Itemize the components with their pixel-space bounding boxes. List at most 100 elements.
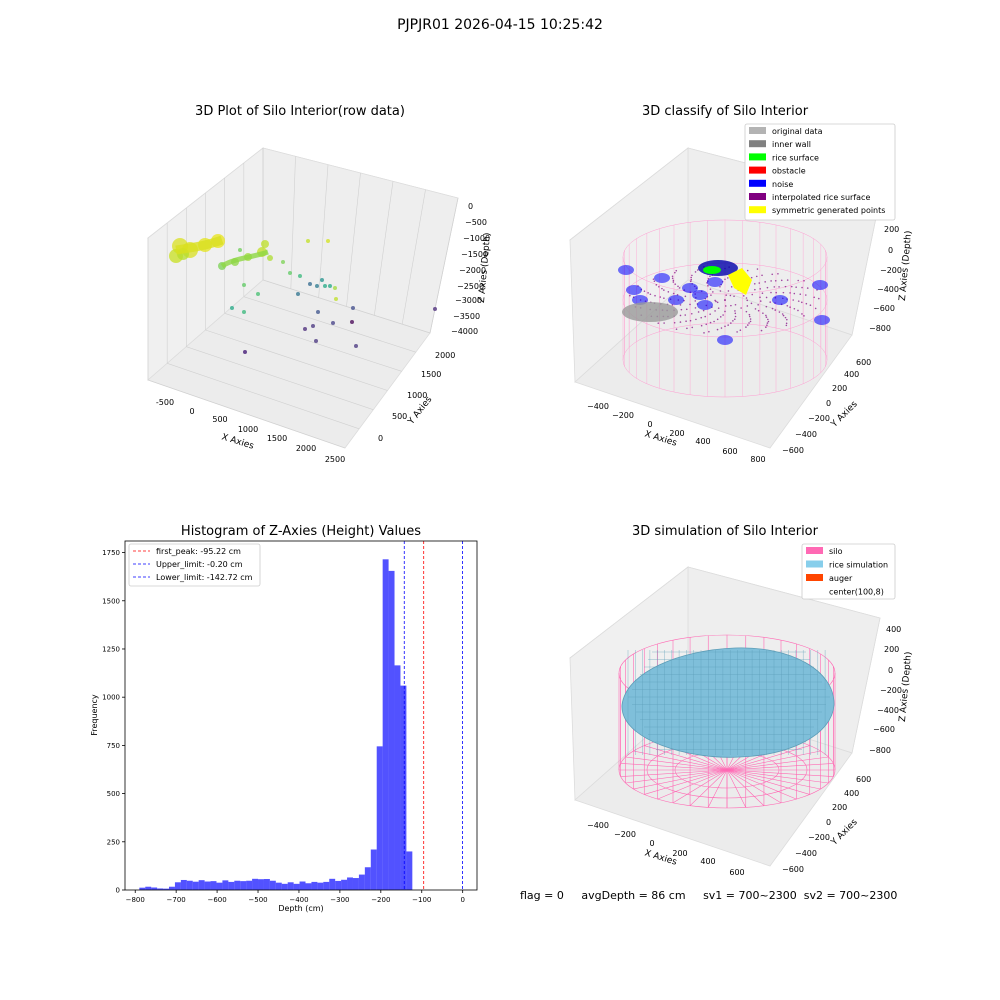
- histogram-bar: [198, 880, 205, 890]
- raw-z-tick: −2500: [457, 282, 484, 291]
- classify-point: [709, 321, 712, 324]
- classify-legend-label: original data: [772, 127, 823, 136]
- classify-point: [685, 320, 687, 322]
- histogram-x-tick-label: −200: [371, 896, 390, 904]
- classify-point: [774, 279, 777, 282]
- classify-point: [661, 287, 663, 290]
- classify-point: [777, 272, 779, 275]
- histogram-bar: [305, 883, 312, 890]
- raw-data-point: [333, 286, 337, 290]
- classify-point: [805, 294, 807, 296]
- histogram-bar: [329, 878, 336, 890]
- classify-point: [716, 318, 719, 321]
- classify-point: [707, 284, 709, 287]
- classify-point: [745, 310, 748, 313]
- classify-point: [762, 312, 764, 314]
- raw-data-point: [243, 350, 247, 354]
- classify-legend-label: obstacle: [772, 167, 806, 176]
- histogram-frame: [124, 540, 478, 891]
- classify-point: [724, 305, 727, 307]
- classify-point: [719, 316, 722, 318]
- classify-legend-label: interpolated rice surface: [772, 193, 870, 202]
- classify-noise-cluster: [682, 283, 698, 293]
- histogram-bar: [145, 886, 152, 890]
- raw-data-point: [238, 248, 242, 252]
- classify-point: [740, 307, 742, 309]
- classify-point: [786, 279, 789, 281]
- classify-noise-cluster: [812, 280, 828, 290]
- histogram-bar: [281, 883, 288, 890]
- classify-point: [764, 281, 766, 283]
- histogram-x-tick-label: −100: [412, 896, 431, 904]
- classify-y-tick: −200: [808, 414, 830, 423]
- classify-point: [765, 316, 768, 318]
- simulation-legend-swatch: [806, 547, 823, 554]
- classify-legend-swatch: [749, 166, 766, 174]
- classify-point: [730, 322, 732, 324]
- classify-noise-cluster: [772, 295, 788, 305]
- classify-point: [679, 314, 682, 317]
- classify-point: [774, 309, 777, 311]
- classify-point: [734, 310, 736, 312]
- classify-y-tick: 600: [856, 358, 871, 367]
- raw-data-point: [242, 310, 246, 314]
- raw-data-point: [351, 306, 355, 310]
- classify-x-tick: 800: [750, 455, 765, 464]
- histogram-x-tick-label: −300: [330, 896, 349, 904]
- raw-data-point: [267, 255, 273, 261]
- histogram-bar: [299, 881, 306, 890]
- histogram-bar: [287, 882, 294, 890]
- raw-data-point: [316, 310, 320, 314]
- simulation-z-tick: 200: [884, 645, 899, 654]
- classify-legend-swatch: [749, 179, 766, 187]
- classify-point: [713, 320, 715, 323]
- classify-point: [758, 282, 761, 284]
- histogram-bar: [358, 874, 365, 890]
- sv2-status: sv2 = 700~2300: [803, 889, 898, 902]
- classify-point: [691, 326, 694, 329]
- simulation-y-tick: 0: [826, 818, 831, 827]
- classify-point: [709, 288, 712, 290]
- classify-point: [657, 322, 660, 324]
- raw-gridlines: [147, 148, 459, 449]
- histogram-y-tick-label: 1500: [102, 597, 120, 605]
- classify-point: [667, 291, 670, 293]
- classify-rice-surface: [703, 266, 721, 274]
- classify-point: [673, 321, 676, 324]
- histogram-bar: [263, 879, 270, 890]
- classify-point: [797, 279, 800, 282]
- simulation-3d-plot: −400 −200 0 200 400 600 −600 −400 −200 0…: [569, 543, 914, 877]
- classify-noise-cluster: [697, 300, 713, 310]
- histogram-bar: [293, 883, 300, 890]
- simulation-z-tick: 0: [888, 666, 893, 675]
- classify-point: [658, 285, 660, 288]
- classify-point: [659, 296, 662, 298]
- raw-z-tick: −3500: [453, 312, 480, 321]
- classify-point: [793, 292, 796, 295]
- classify-point: [780, 279, 783, 282]
- classify-point: [797, 300, 800, 302]
- classify-point: [726, 277, 729, 279]
- classify-point: [695, 318, 697, 321]
- histogram-bar: [370, 849, 377, 890]
- raw-x-tick: -500: [156, 398, 174, 407]
- flag-status: flag = 0: [520, 889, 564, 902]
- classify-point: [725, 294, 728, 296]
- classify-x-tick: 400: [695, 437, 710, 446]
- simulation-y-tick: −200: [808, 833, 830, 842]
- histogram-bars: [139, 559, 413, 890]
- simulation-z-axis-label: Z Axies (Depth): [898, 651, 914, 722]
- simulation-rice-surface: [621, 647, 835, 758]
- sv1-status: sv1 = 700~2300: [703, 889, 797, 902]
- classify-point: [799, 293, 802, 296]
- histogram-reference-lines: [403, 541, 463, 890]
- classify-point: [730, 304, 732, 307]
- classify-z-tick: −600: [873, 304, 895, 313]
- simulation-z-tick: −400: [877, 706, 899, 715]
- simulation-y-tick: −400: [795, 849, 817, 858]
- raw-z-tick: 0: [468, 202, 473, 211]
- histogram-y-tick-label: 0: [116, 887, 120, 895]
- classify-point: [750, 276, 753, 279]
- classify-point: [789, 292, 791, 294]
- raw-data-point: [350, 320, 354, 324]
